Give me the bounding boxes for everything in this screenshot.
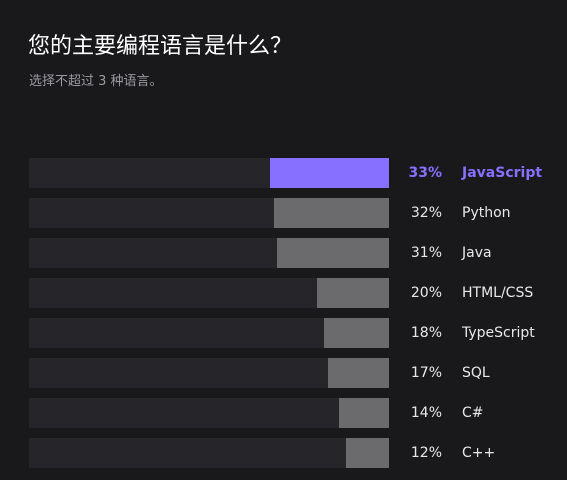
bar — [345, 438, 389, 468]
bar-row-c-: 14% C# — [0, 398, 567, 428]
category-label: TypeScript — [462, 325, 535, 341]
bar — [327, 358, 389, 388]
category-label: C++ — [462, 445, 496, 461]
chart-title: 您的主要编程语言是什么？ — [28, 34, 293, 59]
chart-subtitle: 选择不超过 3 种语言。 — [29, 74, 163, 89]
category-label: SQL — [462, 365, 490, 381]
value-label: 14% — [410, 405, 442, 421]
category-label: HTML/CSS — [462, 285, 534, 301]
value-label: 33% — [408, 165, 442, 181]
bar-track — [29, 278, 389, 308]
bar — [277, 238, 389, 268]
bar-row-html-css: 20% HTML/CSS — [0, 278, 567, 308]
value-label: 17% — [410, 365, 442, 381]
value-label: 32% — [410, 205, 442, 221]
bar-row-javascript: 33% JavaScript — [0, 158, 567, 188]
category-label: Python — [462, 205, 511, 221]
value-label: 31% — [410, 245, 442, 261]
bar-track — [29, 158, 389, 188]
bar — [273, 198, 389, 228]
bar-track — [29, 438, 389, 468]
bar-row-java: 31% Java — [0, 238, 567, 268]
category-label: Java — [462, 245, 492, 261]
bar — [324, 318, 389, 348]
bar-track — [29, 398, 389, 428]
bar-track — [29, 318, 389, 348]
bar — [338, 398, 389, 428]
bar-row-c-: 12% C++ — [0, 438, 567, 468]
value-label: 20% — [410, 285, 442, 301]
bar-track — [29, 198, 389, 228]
bar-row-typescript: 18% TypeScript — [0, 318, 567, 348]
category-label: C# — [462, 405, 484, 421]
bar-row-sql: 17% SQL — [0, 358, 567, 388]
bar — [270, 158, 389, 188]
value-label: 12% — [410, 445, 442, 461]
bar — [317, 278, 389, 308]
bar-track — [29, 358, 389, 388]
value-label: 18% — [410, 325, 442, 341]
bar-track — [29, 238, 389, 268]
category-label: JavaScript — [462, 165, 543, 181]
bar-row-python: 32% Python — [0, 198, 567, 228]
